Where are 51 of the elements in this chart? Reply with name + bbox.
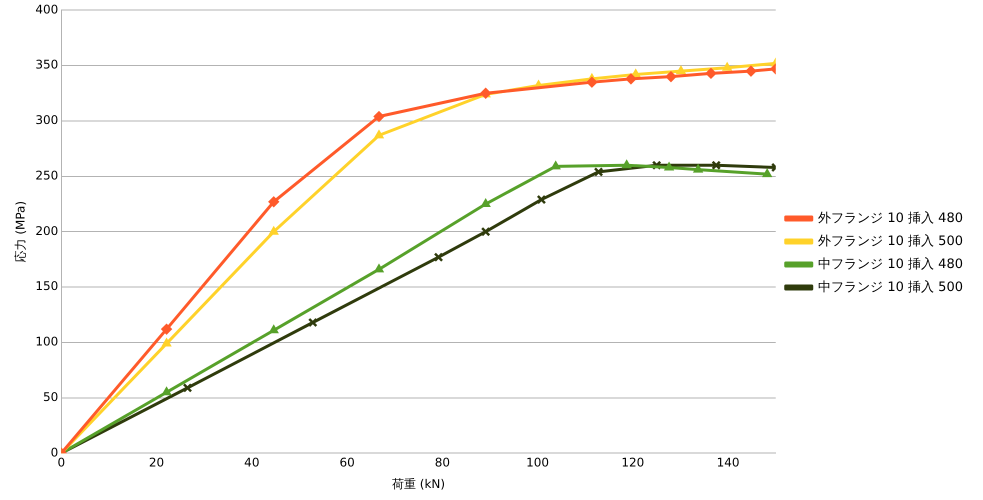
point [664, 162, 674, 170]
y-tick-label: 150 [35, 279, 58, 294]
point [162, 386, 172, 396]
point [586, 76, 598, 88]
point [676, 66, 686, 74]
point [373, 111, 384, 122]
point [550, 160, 561, 170]
legend-label: 外フランジ 10 挿入 480 [818, 210, 964, 226]
point [182, 383, 192, 393]
y-tick-label: 350 [35, 58, 58, 72]
y-tick-label: 400 [35, 2, 58, 16]
point [622, 160, 632, 168]
point [745, 66, 756, 77]
y-tick-label: 0 [50, 445, 58, 460]
point [161, 324, 172, 335]
point [268, 324, 279, 334]
y-tick-label: 250 [35, 168, 58, 182]
point [162, 338, 172, 347]
point [536, 194, 546, 204]
point [762, 168, 772, 178]
y-tick-label: 50 [43, 390, 58, 404]
legend-label: 中フランジ 10 挿入 500 [818, 280, 964, 295]
point [268, 226, 279, 235]
point [374, 264, 384, 272]
y-axis-title: 応力 (MPa) [13, 200, 28, 262]
x-tick-label: 40 [244, 456, 260, 470]
point [374, 130, 384, 138]
y-tick-label: 200 [35, 224, 58, 238]
legend-label: 外フランジ 10 挿入 500 [818, 234, 964, 249]
point [480, 226, 490, 236]
point [625, 73, 636, 84]
y-tick-label: 300 [35, 113, 58, 128]
x-tick-label: 140 [716, 456, 740, 470]
x-axis-title: 荷重 (kN) [392, 476, 446, 491]
point [693, 164, 703, 173]
x-tick-label: 100 [526, 456, 550, 470]
point [268, 196, 280, 208]
x-tick-label: 60 [339, 456, 355, 470]
point [711, 160, 721, 170]
point [308, 318, 318, 328]
legend-label: 中フランジ 10 挿入 480 [818, 256, 964, 272]
x-tick-label: 120 [621, 456, 644, 470]
y-tick-label: 100 [35, 334, 58, 349]
x-tick-label: 80 [434, 456, 450, 470]
point [434, 252, 444, 262]
x-tick-label: 20 [148, 456, 164, 470]
point [480, 198, 491, 208]
point [665, 71, 676, 82]
point [722, 62, 732, 71]
point [594, 167, 604, 177]
point [705, 68, 716, 79]
